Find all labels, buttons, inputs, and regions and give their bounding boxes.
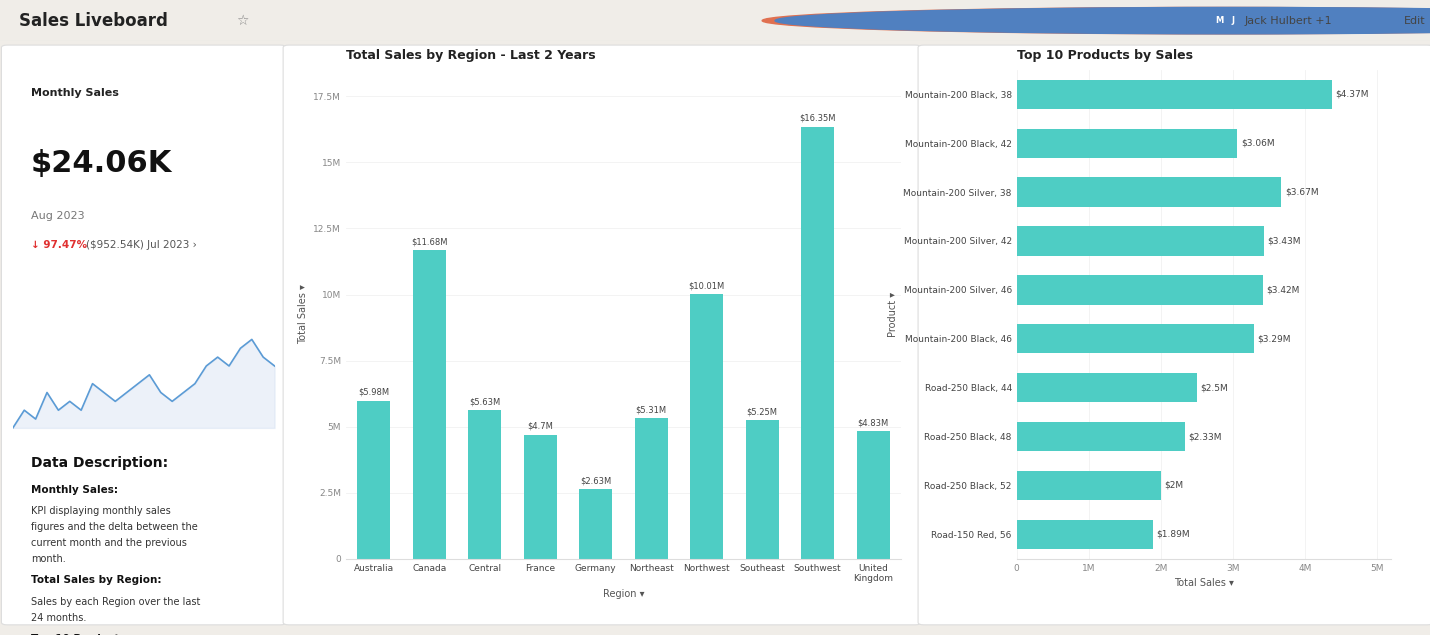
Bar	[468, 410, 502, 559]
Text: Sales by each Region over the last: Sales by each Region over the last	[31, 598, 200, 607]
Text: Total Sales by Region:: Total Sales by Region:	[31, 575, 162, 585]
Text: $3.42M: $3.42M	[1267, 285, 1300, 295]
Text: Aug 2023: Aug 2023	[31, 211, 84, 222]
Text: Top 10 Products:: Top 10 Products:	[31, 634, 130, 635]
Bar	[1017, 275, 1263, 305]
Text: KPI displaying monthly sales: KPI displaying monthly sales	[31, 506, 170, 516]
Bar	[691, 294, 724, 559]
Bar	[745, 420, 779, 559]
Text: Sales Liveboard: Sales Liveboard	[19, 11, 167, 30]
Bar	[358, 401, 390, 559]
Text: $2.33M: $2.33M	[1188, 432, 1221, 441]
Text: ☆: ☆	[236, 13, 249, 28]
Bar	[1017, 422, 1184, 451]
Bar	[523, 434, 556, 559]
Text: $1.89M: $1.89M	[1157, 530, 1190, 539]
Text: Monthly Sales:: Monthly Sales:	[31, 485, 119, 495]
Y-axis label: Total Sales ▾: Total Sales ▾	[297, 284, 307, 344]
Text: Total Sales by Region - Last 2 Years: Total Sales by Region - Last 2 Years	[346, 49, 596, 62]
Text: M: M	[1216, 16, 1224, 25]
Text: Monthly Sales: Monthly Sales	[31, 88, 119, 98]
Text: $11.68M: $11.68M	[410, 237, 448, 246]
Text: J: J	[1231, 16, 1234, 25]
Bar	[1017, 128, 1237, 158]
Text: $3.29M: $3.29M	[1257, 334, 1291, 344]
Text: Data Description:: Data Description:	[31, 456, 169, 470]
Text: $10.01M: $10.01M	[689, 281, 725, 290]
Bar	[579, 490, 612, 559]
Text: $3.67M: $3.67M	[1284, 187, 1318, 197]
Text: $4.7M: $4.7M	[528, 422, 553, 431]
Bar	[1017, 226, 1264, 256]
Text: month.: month.	[31, 554, 66, 565]
Text: $5.31M: $5.31M	[636, 406, 666, 415]
Text: current month and the previous: current month and the previous	[31, 538, 187, 549]
X-axis label: Region ▾: Region ▾	[602, 589, 645, 599]
Text: Jack Hulbert +1: Jack Hulbert +1	[1244, 16, 1331, 25]
Bar	[857, 431, 889, 559]
Y-axis label: Product ▾: Product ▾	[888, 291, 898, 337]
Text: Top 10 Products by Sales: Top 10 Products by Sales	[1017, 49, 1193, 62]
Bar	[1017, 79, 1331, 109]
Text: $2M: $2M	[1164, 481, 1184, 490]
X-axis label: Total Sales ▾: Total Sales ▾	[1174, 578, 1234, 588]
Bar	[1017, 471, 1161, 500]
Circle shape	[762, 8, 1430, 34]
Text: figures and the delta between the: figures and the delta between the	[31, 523, 197, 532]
Text: $16.35M: $16.35M	[799, 114, 837, 123]
Text: $5.98M: $5.98M	[359, 388, 389, 397]
Text: ↓ 97.47%: ↓ 97.47%	[31, 240, 87, 250]
Bar	[1017, 519, 1153, 549]
Text: 24 months.: 24 months.	[31, 613, 86, 623]
Bar	[801, 126, 834, 559]
Text: $4.37M: $4.37M	[1336, 90, 1369, 99]
Bar	[413, 250, 446, 559]
Text: $3.06M: $3.06M	[1241, 138, 1274, 148]
Text: Edit: Edit	[1404, 16, 1426, 25]
Text: $4.83M: $4.83M	[858, 418, 889, 427]
Text: $2.5M: $2.5M	[1200, 383, 1228, 392]
Circle shape	[775, 8, 1430, 34]
Text: $2.63M: $2.63M	[581, 476, 612, 485]
Bar	[1017, 177, 1281, 207]
Text: ($952.54K) Jul 2023 ›: ($952.54K) Jul 2023 ›	[86, 240, 197, 250]
Text: $24.06K: $24.06K	[31, 149, 173, 178]
Bar	[635, 418, 668, 559]
Bar	[1017, 373, 1197, 403]
Bar	[1017, 324, 1254, 354]
Text: $5.25M: $5.25M	[746, 407, 778, 416]
Text: $3.43M: $3.43M	[1267, 236, 1301, 246]
Text: $5.63M: $5.63M	[469, 397, 500, 406]
